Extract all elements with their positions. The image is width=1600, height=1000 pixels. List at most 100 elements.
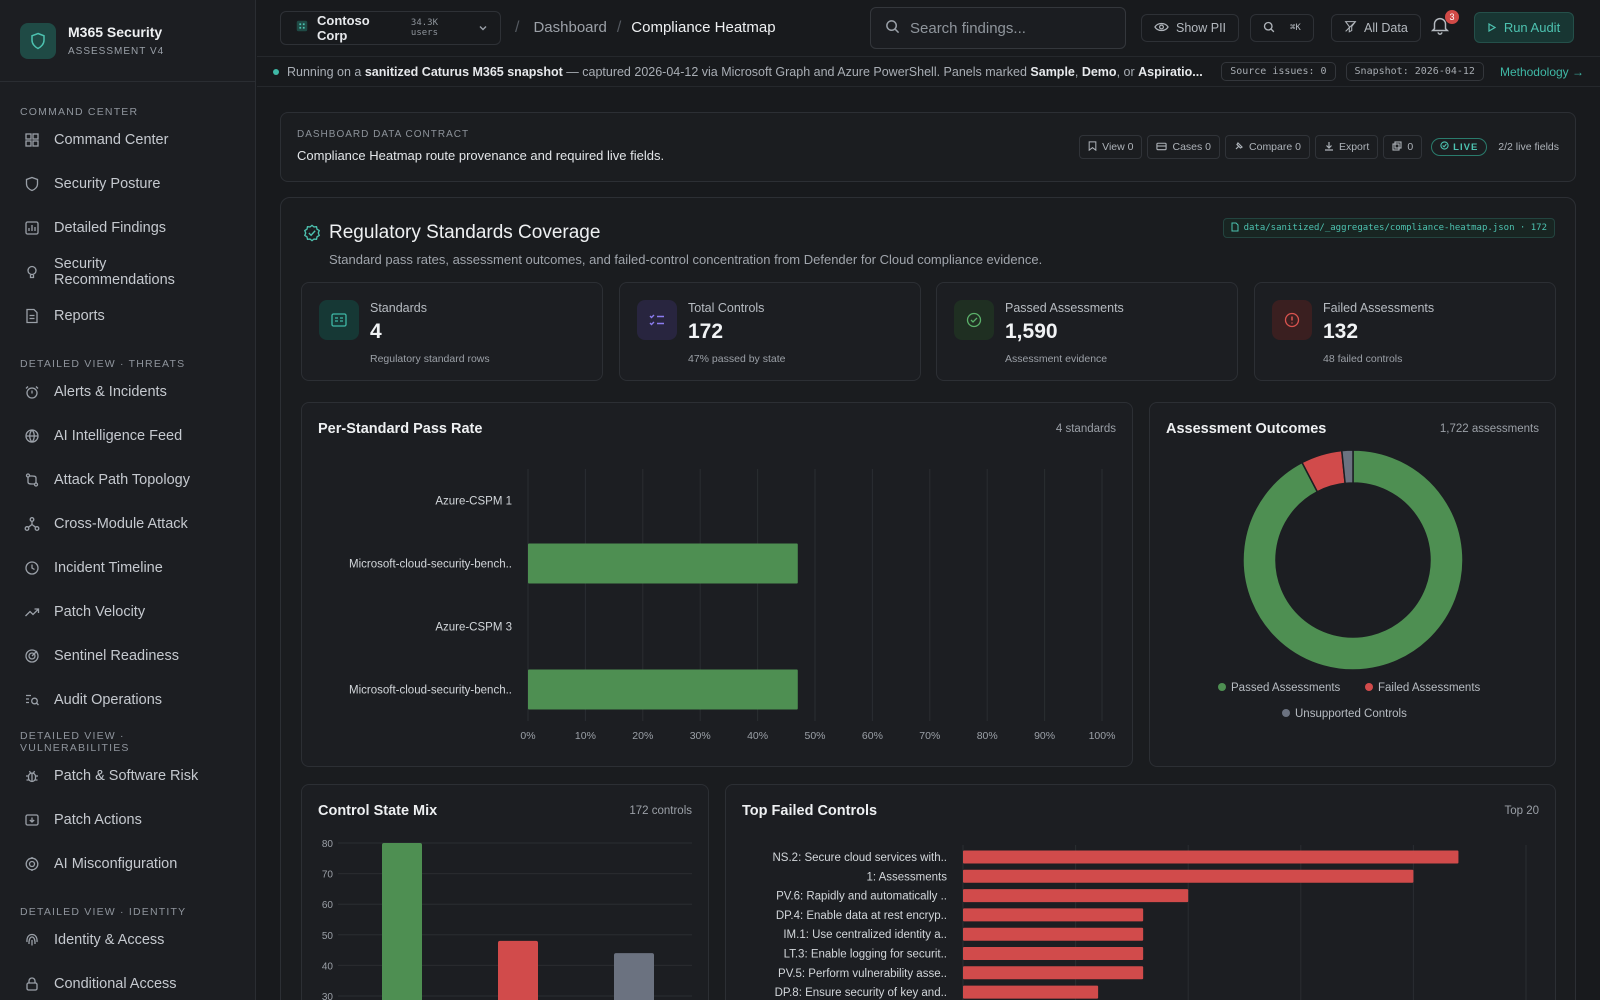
legend-label: Passed Assessments [1231, 682, 1341, 694]
panel-title: Control State Mix [318, 803, 438, 819]
category-label: PV.6: Rapidly and automatically .. [776, 891, 947, 903]
copy-button[interactable]: 0 [1383, 135, 1423, 159]
x-tick-label: 100% [1089, 730, 1116, 742]
sidebar: M365 Security ASSESSMENT V4 COMMAND CENT… [0, 0, 256, 1000]
sidebar-item-incident-timeline[interactable]: Incident Timeline [0, 546, 255, 590]
legend-swatch [1365, 683, 1373, 691]
run-audit-button[interactable]: Run Audit [1474, 12, 1574, 43]
status-dot-icon [273, 68, 279, 75]
kpi-note: Assessment evidence [1005, 353, 1108, 365]
sidebar-item-ai-intelligence-feed[interactable]: AI Intelligence Feed [0, 414, 255, 458]
bar [963, 927, 1144, 941]
outcomes-donut-chart: Passed Assessments Failed Assessments Unsu… [1218, 449, 1481, 720]
category-label: NS.2: Secure cloud services with.. [773, 852, 948, 864]
breadcrumb-separator: / [515, 18, 520, 36]
breadcrumb-separator: / [616, 18, 622, 36]
brand[interactable]: M365 Security ASSESSMENT V4 [0, 0, 255, 82]
sidebar-item-alerts-incidents[interactable]: Alerts & Incidents [0, 370, 255, 414]
kpi-passed-assessments: Passed Assessments 1,590 Assessment evid… [936, 282, 1238, 381]
coverage-title: Regulatory Standards Coverage [329, 222, 601, 243]
tenant-selector[interactable]: Contoso Corp 34.3K users [280, 10, 501, 45]
nav-section-title: DETAILED VIEW · VULNERABILITIES [20, 730, 130, 754]
kpi-label: Failed Assessments [1323, 301, 1435, 315]
view-button[interactable]: View 0 [1079, 135, 1143, 159]
donut-slice [1340, 449, 1354, 485]
kpi-total-controls: Total Controls 172 47% passed by state [619, 282, 921, 381]
search-input[interactable]: Search findings... [910, 19, 1026, 37]
sidebar-item-audit-operations[interactable]: Audit Operations [0, 678, 255, 722]
check-circle-icon [954, 300, 994, 340]
download-icon [1324, 141, 1334, 154]
y-tick-label: 50 [322, 931, 334, 942]
sidebar-item-patch-actions[interactable]: Patch Actions [0, 798, 255, 842]
eye-icon [1154, 21, 1169, 36]
source-file-path: data/sanitized/_aggregates/compliance-he… [1243, 223, 1547, 233]
search-box[interactable]: Search findings... [870, 7, 1126, 49]
bar [963, 947, 1144, 960]
network-icon [24, 516, 40, 532]
category-label: Microsoft-cloud-security-bench.. [349, 685, 512, 697]
sidebar-item-patch-velocity[interactable]: Patch Velocity [0, 590, 255, 634]
command-palette-button[interactable]: ⌘K [1250, 14, 1314, 42]
outcomes-panel: Assessment Outcomes 1,722 assessments Pa… [1149, 402, 1556, 767]
sidebar-item-label: Patch & Software Risk [54, 768, 199, 784]
legend-swatch [1218, 683, 1226, 691]
sidebar-item-conditional-access[interactable]: Conditional Access [0, 962, 255, 1000]
nav-section-title: COMMAND CENTER [20, 106, 139, 118]
globe-icon [24, 428, 40, 444]
y-tick-label: 40 [322, 961, 334, 972]
kpi-value: 4 [370, 320, 382, 343]
chevron-down-icon [478, 20, 488, 36]
methodology-link[interactable]: Methodology → [1499, 64, 1584, 79]
bar [963, 869, 1414, 883]
kpi-note: Regulatory standard rows [370, 353, 490, 365]
snapshot-info-bar: Running on a sanitized Caturus M365 snap… [257, 56, 1600, 87]
sidebar-item-reports[interactable]: Reports [0, 294, 255, 338]
kpi-note: 48 failed controls [1323, 353, 1403, 365]
category-label: 1: Assessments [866, 871, 947, 883]
export-button[interactable]: Export [1314, 135, 1379, 159]
sidebar-item-label: Command Center [54, 132, 169, 148]
sidebar-item-attack-path-topology[interactable]: Attack Path Topology [0, 458, 255, 502]
category-label: Microsoft-cloud-security-bench.. [349, 559, 512, 571]
sidebar-item-identity-access[interactable]: Identity & Access [0, 918, 255, 962]
chart-icon [24, 220, 40, 236]
sidebar-item-sentinel-readiness[interactable]: Sentinel Readiness [0, 634, 255, 678]
breadcrumb-dashboard[interactable]: Dashboard [533, 19, 607, 36]
sidebar-item-detailed-findings[interactable]: Detailed Findings [0, 206, 255, 250]
show-pii-button[interactable]: Show PII [1141, 14, 1240, 42]
sidebar-item-command-center[interactable]: Command Center [0, 118, 255, 162]
bar [498, 940, 538, 1000]
sidebar-item-patch-software-risk[interactable]: Patch & Software Risk [0, 754, 255, 798]
y-tick-label: 60 [322, 900, 334, 911]
top-failed-chart: NS.2: Secure cloud services with.. 1: Ass… [773, 845, 1527, 1000]
tenant-name: Contoso Corp [317, 12, 370, 43]
x-tick-label: 80% [977, 730, 998, 742]
donut-slice [1242, 449, 1464, 671]
legend-label: Unsupported Controls [1295, 708, 1407, 720]
sidebar-item-ai-misconfiguration[interactable]: AI Misconfiguration [0, 842, 255, 886]
panel-title: Assessment Outcomes [1166, 421, 1327, 437]
sidebar-item-security-recommendations[interactable]: Security Recommendations [0, 250, 255, 294]
search-list-icon [24, 692, 40, 708]
notifications-bell-icon[interactable] [1429, 14, 1453, 38]
copy-icon [1392, 140, 1402, 154]
sidebar-item-security-posture[interactable]: Security Posture [0, 162, 255, 206]
all-data-filter-button[interactable]: All Data [1331, 14, 1421, 42]
pass-rate-chart: 0% 10% 20% 30% 40% 50% 60% 70% 80% 90% 100% Azure-C… [349, 469, 1116, 742]
sidebar-item-label: AI Misconfiguration [54, 856, 178, 872]
show-pii-label: Show PII [1176, 21, 1227, 35]
kpi-note: 47% passed by state [688, 353, 786, 365]
sidebar-item-label: Conditional Access [54, 976, 177, 992]
copy-count: 0 [1407, 141, 1414, 153]
route-icon [24, 472, 40, 488]
cases-button[interactable]: Cases 0 [1147, 135, 1221, 159]
sidebar-item-cross-module-attack[interactable]: Cross-Module Attack [0, 502, 255, 546]
source-file-pill[interactable]: data/sanitized/_aggregates/compliance-he… [1222, 218, 1555, 238]
category-label: LT.3: Enable logging for securit.. [784, 949, 947, 961]
kpi-label: Total Controls [688, 301, 765, 315]
bar [614, 953, 654, 1000]
compare-button[interactable]: Compare 0 [1225, 135, 1310, 159]
bar [963, 889, 1189, 903]
x-tick-label: 0% [520, 730, 535, 742]
